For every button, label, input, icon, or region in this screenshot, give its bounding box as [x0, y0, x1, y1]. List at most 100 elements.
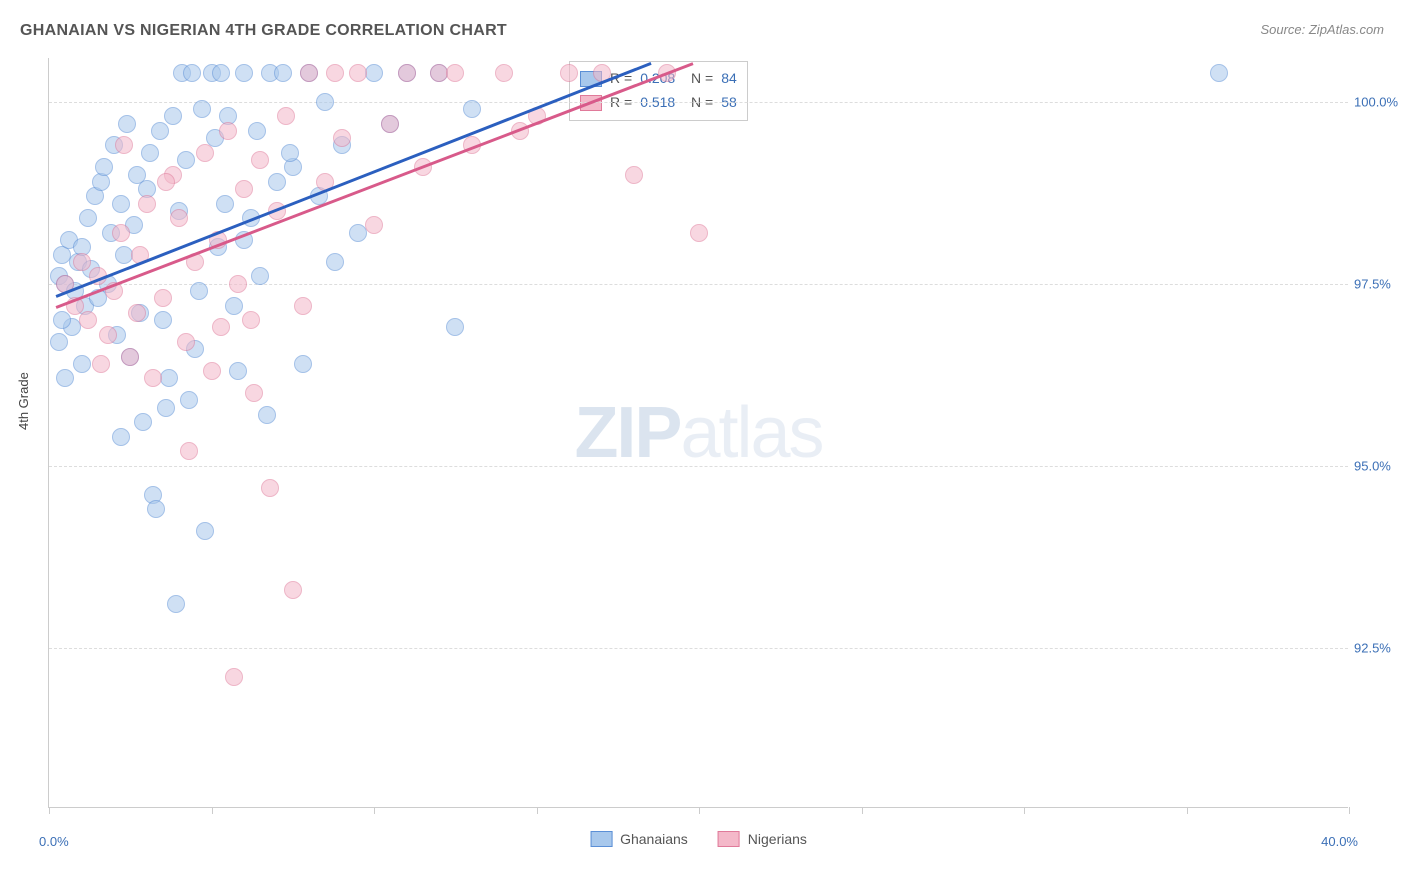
- data-point: [118, 115, 136, 133]
- plot-area: ZIPatlas R = 0.208 N = 84R = 0.518 N = 5…: [48, 58, 1348, 808]
- y-tick-label: 100.0%: [1354, 94, 1398, 109]
- x-tick: [862, 807, 863, 814]
- data-point: [112, 224, 130, 242]
- gridline-h: [49, 102, 1348, 103]
- data-point: [235, 64, 253, 82]
- data-point: [261, 479, 279, 497]
- data-point: [216, 195, 234, 213]
- data-point: [349, 64, 367, 82]
- data-point: [95, 158, 113, 176]
- data-point: [251, 151, 269, 169]
- gridline-h: [49, 648, 1348, 649]
- legend-n-value: 58: [721, 91, 737, 115]
- legend-n-label: N =: [683, 91, 713, 115]
- data-point: [1210, 64, 1228, 82]
- legend-r-value: 0.518: [640, 91, 675, 115]
- data-point: [446, 64, 464, 82]
- x-tick: [374, 807, 375, 814]
- y-tick-label: 97.5%: [1354, 276, 1391, 291]
- data-point: [138, 195, 156, 213]
- x-axis-max-label: 40.0%: [1321, 834, 1358, 849]
- data-point: [294, 297, 312, 315]
- data-point: [381, 115, 399, 133]
- data-point: [151, 122, 169, 140]
- data-point: [190, 282, 208, 300]
- data-point: [268, 173, 286, 191]
- data-point: [326, 253, 344, 271]
- data-point: [560, 64, 578, 82]
- data-point: [294, 355, 312, 373]
- data-point: [300, 64, 318, 82]
- data-point: [50, 333, 68, 351]
- data-point: [690, 224, 708, 242]
- data-point: [225, 297, 243, 315]
- data-point: [170, 209, 188, 227]
- x-tick: [212, 807, 213, 814]
- data-point: [229, 362, 247, 380]
- data-point: [79, 209, 97, 227]
- data-point: [160, 369, 178, 387]
- data-point: [251, 267, 269, 285]
- data-point: [183, 64, 201, 82]
- data-point: [203, 362, 221, 380]
- data-point: [196, 144, 214, 162]
- data-point: [73, 253, 91, 271]
- x-tick: [1024, 807, 1025, 814]
- data-point: [164, 107, 182, 125]
- legend-series-name: Nigerians: [748, 831, 807, 847]
- data-point: [274, 64, 292, 82]
- data-point: [92, 355, 110, 373]
- data-point: [225, 668, 243, 686]
- data-point: [115, 136, 133, 154]
- data-point: [154, 311, 172, 329]
- data-point: [167, 595, 185, 613]
- legend-series-name: Ghanaians: [620, 831, 688, 847]
- data-point: [333, 129, 351, 147]
- x-axis-min-label: 0.0%: [39, 834, 69, 849]
- data-point: [79, 311, 97, 329]
- data-point: [144, 369, 162, 387]
- data-point: [398, 64, 416, 82]
- source-label: Source: ZipAtlas.com: [1260, 22, 1384, 37]
- data-point: [625, 166, 643, 184]
- data-point: [212, 318, 230, 336]
- data-point: [248, 122, 266, 140]
- data-point: [112, 428, 130, 446]
- data-point: [196, 522, 214, 540]
- data-point: [463, 100, 481, 118]
- data-point: [128, 304, 146, 322]
- data-point: [134, 413, 152, 431]
- data-point: [147, 500, 165, 518]
- legend-row: R = 0.518 N = 58: [580, 91, 737, 115]
- y-axis-title: 4th Grade: [16, 372, 31, 430]
- data-point: [235, 180, 253, 198]
- data-point: [277, 107, 295, 125]
- data-point: [141, 144, 159, 162]
- data-point: [229, 275, 247, 293]
- data-point: [177, 151, 195, 169]
- series-legend: Ghanaians Nigerians: [590, 831, 807, 847]
- legend-n-value: 84: [721, 67, 737, 91]
- y-tick-label: 92.5%: [1354, 640, 1391, 655]
- legend-n-label: N =: [683, 67, 713, 91]
- data-point: [180, 391, 198, 409]
- data-point: [157, 173, 175, 191]
- x-tick: [1187, 807, 1188, 814]
- y-tick-label: 95.0%: [1354, 458, 1391, 473]
- legend-item: Ghanaians: [590, 831, 688, 847]
- data-point: [112, 195, 130, 213]
- watermark: ZIPatlas: [574, 392, 822, 474]
- legend-item: Nigerians: [718, 831, 807, 847]
- data-point: [154, 289, 172, 307]
- data-point: [121, 348, 139, 366]
- data-point: [180, 442, 198, 460]
- data-point: [349, 224, 367, 242]
- x-tick: [699, 807, 700, 814]
- data-point: [245, 384, 263, 402]
- gridline-h: [49, 466, 1348, 467]
- data-point: [177, 333, 195, 351]
- data-point: [284, 581, 302, 599]
- legend-swatch: [718, 831, 740, 847]
- data-point: [316, 93, 334, 111]
- data-point: [258, 406, 276, 424]
